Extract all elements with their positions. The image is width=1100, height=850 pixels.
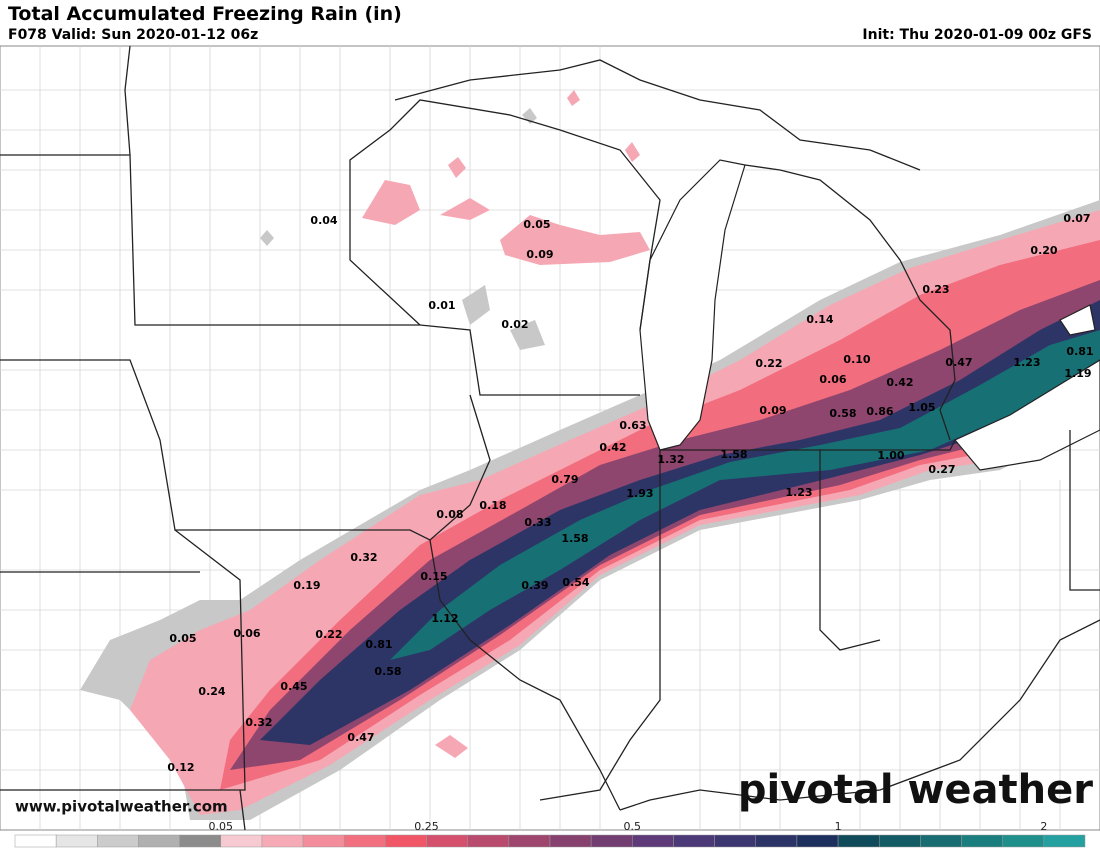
value-label: 0.79 — [551, 473, 578, 486]
value-label: 0.01 — [428, 299, 455, 312]
colorbar-cell — [302, 834, 345, 848]
colorbar-cell — [920, 834, 962, 848]
colorbar-cell — [138, 834, 180, 848]
value-label: 0.81 — [365, 638, 392, 651]
value-label: 0.47 — [347, 731, 374, 744]
value-label: 0.06 — [233, 627, 260, 640]
value-label: 1.58 — [561, 532, 588, 545]
value-label: 0.05 — [169, 632, 196, 645]
colorbar-cell — [261, 834, 304, 848]
value-label: 0.54 — [562, 576, 589, 589]
colorbar-cell — [426, 834, 468, 848]
colorbar-cell — [755, 834, 798, 848]
colorbar-cell — [1043, 834, 1086, 848]
value-label: 0.63 — [619, 419, 646, 432]
colorbar-cell — [220, 834, 263, 848]
colorbar-cell — [508, 834, 551, 848]
colorbar-label: 0.25 — [414, 820, 439, 833]
value-label: 0.42 — [886, 376, 913, 389]
title: Total Accumulated Freezing Rain (in) — [8, 3, 402, 25]
value-label: 0.05 — [523, 218, 550, 231]
value-label: 0.81 — [1066, 345, 1093, 358]
value-label: 0.06 — [819, 373, 846, 386]
value-label: 1.93 — [626, 487, 653, 500]
colorbar-cell — [385, 834, 427, 848]
init-time: Init: Thu 2020-01-09 00z GFS — [862, 27, 1092, 43]
colorbar-cell — [961, 834, 1003, 848]
value-label: 0.39 — [521, 579, 548, 592]
value-label: 1.19 — [1064, 367, 1091, 380]
colorbar-cell — [179, 834, 222, 848]
value-label: 0.32 — [245, 716, 272, 729]
colorbar-cell — [1002, 834, 1045, 848]
colorbar-label: 1 — [835, 820, 842, 833]
value-label: 0.22 — [315, 628, 342, 641]
value-label: 0.23 — [922, 283, 949, 296]
site-url: www.pivotalweather.com — [15, 798, 228, 816]
colorbar-cell — [632, 834, 674, 848]
value-label: 1.23 — [1013, 356, 1040, 369]
colorbar-cell — [837, 834, 880, 848]
value-label: 0.18 — [479, 499, 506, 512]
colorbar-cell — [97, 834, 139, 848]
value-label: 0.08 — [436, 508, 463, 521]
value-label: 0.19 — [293, 579, 320, 592]
value-label: 0.58 — [829, 407, 856, 420]
state-lines — [0, 45, 1100, 831]
brand-logo: pivotal weather — [738, 767, 1093, 813]
value-label: 0.47 — [945, 356, 972, 369]
lakes — [639, 159, 1100, 471]
value-label: 1.00 — [877, 449, 904, 462]
colorbar-cell — [14, 834, 57, 848]
colorbar-label: 0.05 — [209, 820, 234, 833]
value-label: 0.04 — [310, 214, 337, 227]
colorbar-cell — [673, 834, 715, 848]
colorbar-cell — [55, 834, 98, 848]
value-label: 0.32 — [350, 551, 377, 564]
colorbar: 0.05 0.25 0.5 1 2 — [14, 820, 1086, 848]
value-label: 0.12 — [167, 761, 194, 774]
colorbar-label: 0.5 — [624, 820, 642, 833]
colorbar-cell — [878, 834, 921, 848]
value-label: 0.07 — [1063, 212, 1090, 225]
value-label: 0.86 — [866, 405, 893, 418]
value-label: 0.10 — [843, 353, 870, 366]
valid-time: F078 Valid: Sun 2020-01-12 06z — [8, 27, 259, 43]
colorbar-cell — [343, 834, 386, 848]
value-label: 0.22 — [755, 357, 782, 370]
value-label: 1.05 — [908, 401, 935, 414]
colorbar-cell — [549, 834, 592, 848]
value-label: 0.02 — [501, 318, 528, 331]
value-label: 0.24 — [198, 685, 225, 698]
value-label: 1.12 — [431, 612, 458, 625]
value-label: 1.58 — [720, 448, 747, 461]
value-labels: 0.04 0.05 0.09 0.01 0.02 0.07 0.20 0.23 0.14 0.22… — [167, 212, 1093, 774]
colorbar-cell — [796, 834, 839, 848]
colorbar-cell — [590, 834, 633, 848]
value-label: 0.58 — [374, 665, 401, 678]
value-label: 1.32 — [657, 453, 684, 466]
value-label: 0.09 — [759, 404, 786, 417]
value-label: 0.27 — [928, 463, 955, 476]
value-label: 1.23 — [785, 486, 812, 499]
value-label: 0.09 — [526, 248, 553, 261]
colorbar-cell — [714, 834, 757, 848]
value-label: 0.33 — [524, 516, 551, 529]
colorbar-label: 2 — [1040, 820, 1047, 833]
value-label: 0.42 — [599, 441, 626, 454]
value-label: 0.45 — [280, 680, 307, 693]
value-label: 0.20 — [1030, 244, 1057, 257]
colorbar-cell — [467, 834, 510, 848]
value-label: 0.14 — [806, 313, 833, 326]
value-label: 0.15 — [420, 570, 447, 583]
